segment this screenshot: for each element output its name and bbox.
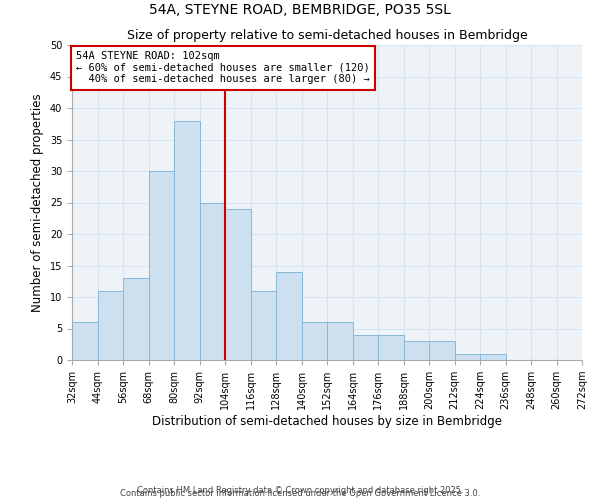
Bar xyxy=(276,272,302,360)
X-axis label: Distribution of semi-detached houses by size in Bembridge: Distribution of semi-detached houses by … xyxy=(152,415,502,428)
Text: 54A, STEYNE ROAD, BEMBRIDGE, PO35 5SL: 54A, STEYNE ROAD, BEMBRIDGE, PO35 5SL xyxy=(149,2,451,16)
Title: Size of property relative to semi-detached houses in Bembridge: Size of property relative to semi-detach… xyxy=(127,30,527,43)
Y-axis label: Number of semi-detached properties: Number of semi-detached properties xyxy=(31,93,44,312)
Bar xyxy=(72,322,97,360)
Bar xyxy=(378,335,404,360)
Bar xyxy=(225,209,251,360)
Bar xyxy=(174,120,199,360)
Bar xyxy=(149,171,174,360)
Text: Contains HM Land Registry data © Crown copyright and database right 2025.: Contains HM Land Registry data © Crown c… xyxy=(137,486,463,495)
Bar xyxy=(199,202,225,360)
Text: Contains public sector information licensed under the Open Government Licence 3.: Contains public sector information licen… xyxy=(120,490,480,498)
Bar xyxy=(302,322,327,360)
Bar xyxy=(123,278,149,360)
Text: 54A STEYNE ROAD: 102sqm
← 60% of semi-detached houses are smaller (120)
  40% of: 54A STEYNE ROAD: 102sqm ← 60% of semi-de… xyxy=(76,52,370,84)
Bar xyxy=(251,290,276,360)
Bar xyxy=(327,322,353,360)
Bar xyxy=(353,335,378,360)
Bar xyxy=(404,341,429,360)
Bar xyxy=(97,290,123,360)
Bar xyxy=(429,341,455,360)
Bar xyxy=(480,354,505,360)
Bar xyxy=(455,354,480,360)
